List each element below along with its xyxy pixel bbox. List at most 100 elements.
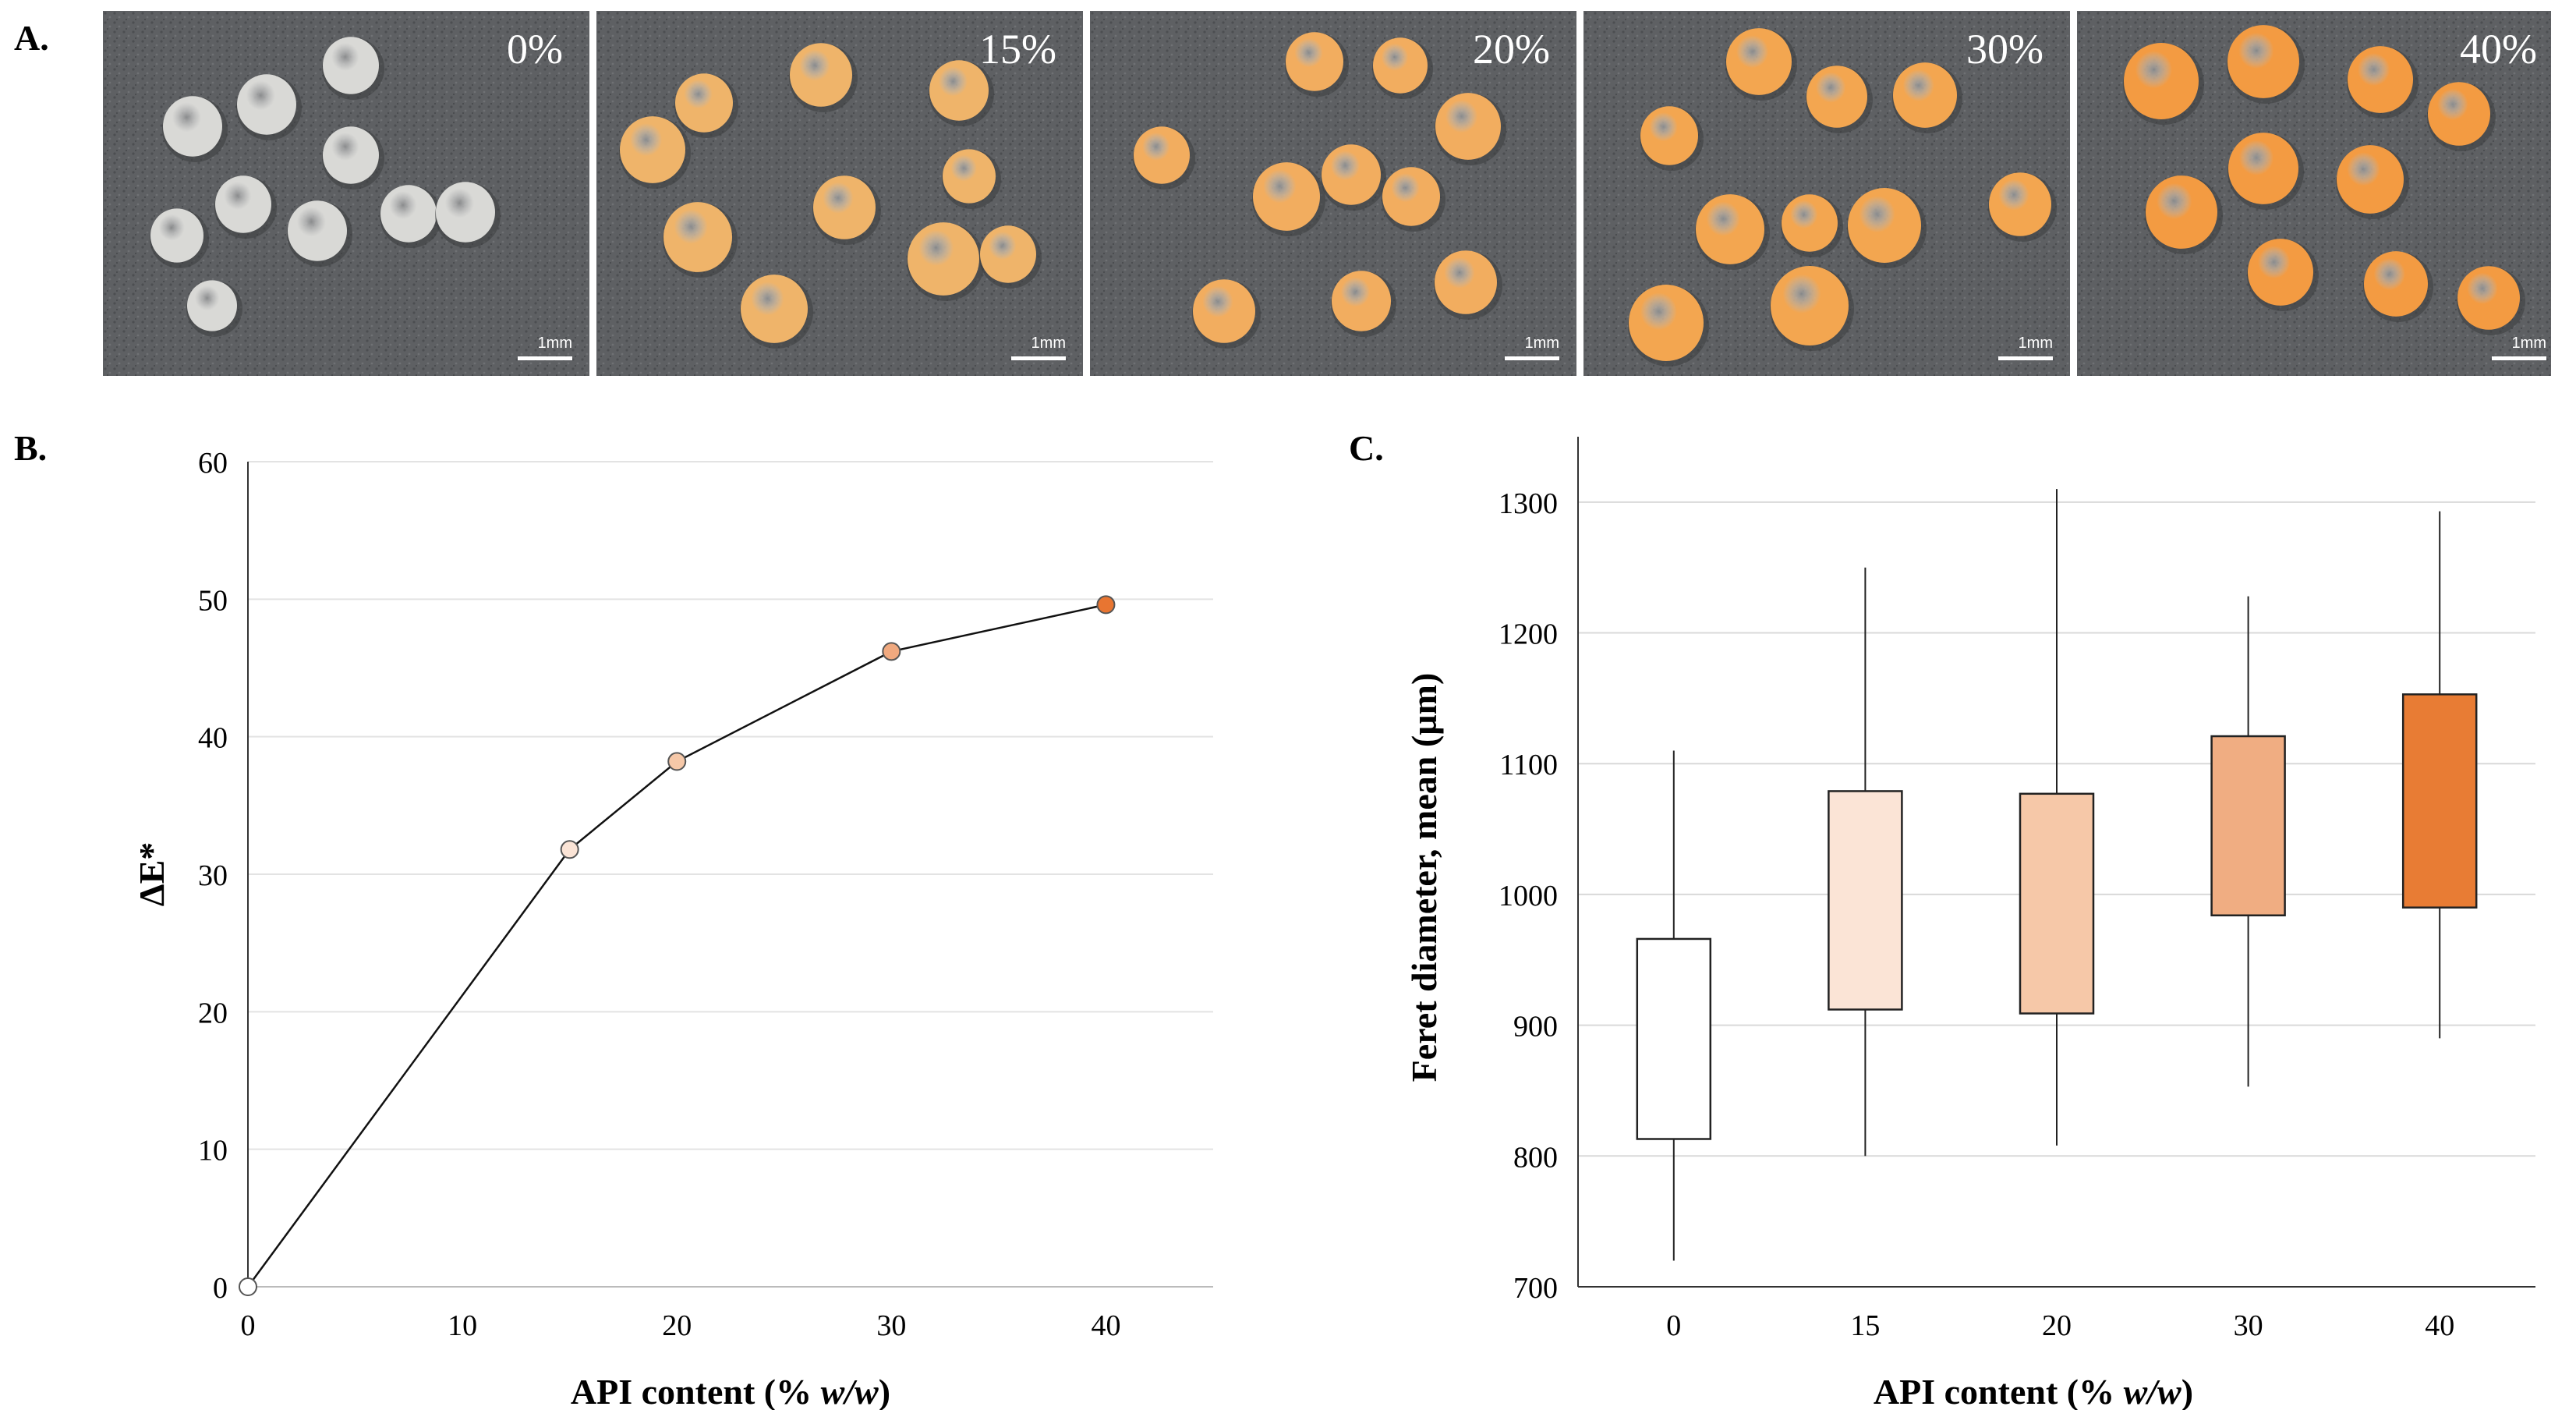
bead-0 [2124,43,2199,119]
point-15 [560,840,579,859]
photo-label-40: 40% [2460,26,2537,73]
x-tick-0: 0 [241,1309,256,1342]
bead-2 [1893,62,1957,128]
bead-0 [1726,28,1792,95]
photo-label-15: 15% [979,26,1056,73]
chart-b-gridlines [248,461,1213,1150]
photo-label-20: 20% [1473,26,1550,73]
box-30 [2210,596,2286,1087]
bead-5 [813,175,876,239]
panel-label-b: B. [14,428,48,468]
panel-label-a: A. [14,18,49,58]
bead-3 [620,116,685,183]
y-tick-10: 10 [198,1135,228,1167]
chart-b-y-label: ΔE* [132,842,172,907]
y-tick-50: 50 [198,584,228,617]
x-tick-15: 15 [1850,1309,1880,1342]
bead-7 [2248,239,2313,306]
x-tick-30: 30 [2234,1309,2263,1342]
bead-1 [1806,66,1867,128]
bead-4 [2228,133,2298,204]
x-tick-40: 40 [2425,1309,2454,1342]
scale-bar-15 [1011,356,1066,360]
y-tick-1100: 1100 [1499,749,1558,781]
bead-0 [675,73,733,133]
scale-bar-20 [1505,356,1559,360]
scale-text-30: 1mm [2018,335,2053,352]
bead-1 [790,43,852,107]
bead-3 [1640,106,1698,165]
chart-b-x-label: API content (% w/w) [571,1372,890,1410]
bead-2 [1435,93,1501,160]
bead-photo-40-image [2077,11,2551,376]
y-tick-700: 700 [1513,1272,1558,1305]
y-tick-60: 60 [198,447,228,480]
bead-1 [2227,25,2299,98]
bead-photo-40: 40% 1mm [2077,11,2564,376]
scale-text-20: 1mm [1524,335,1559,352]
x-tick-0: 0 [1666,1309,1681,1342]
chart-b-axes [247,462,1213,1288]
bead-3 [1134,126,1190,184]
box-rect-40 [2401,693,2478,909]
scale-text-40: 1mm [2511,335,2546,352]
box-15 [1828,567,1903,1157]
y-tick-20: 20 [198,997,228,1029]
box-rect-15 [1828,790,1903,1011]
bead-2 [929,60,989,121]
bead-8 [436,182,495,243]
point-40 [1096,595,1116,615]
bead-5 [1782,194,1838,252]
scale-text-15: 1mm [1031,335,1066,352]
y-tick-800: 800 [1513,1141,1558,1174]
bead-7 [1989,172,2051,236]
box-rect-0 [1636,937,1712,1140]
point-0 [239,1277,257,1296]
bead-0 [163,96,222,157]
bead-5 [150,208,203,263]
bead-photo-30-image [1583,11,2070,376]
point-20 [667,752,687,771]
scale-bar-40 [2492,356,2546,360]
x-tick-40: 40 [1091,1309,1120,1342]
bead-3 [323,126,379,184]
box-rect-20 [2019,792,2095,1015]
bead-8 [908,222,979,296]
x-tick-20: 20 [662,1309,692,1342]
chart-b-x-ticks: 0 10 20 30 40 [241,1309,1121,1342]
bead-2 [2348,46,2413,113]
bead-4 [1253,162,1320,231]
bead-0 [1286,32,1343,91]
bead-6 [1382,167,1440,226]
bead-8 [1332,271,1391,331]
bead-photo-20-image [1090,11,1576,376]
chart-b-points [239,595,1116,1296]
bead-5 [1322,144,1381,205]
chart-c-y-ticks: 700 800 900 1000 1100 1200 1300 [1499,487,1558,1305]
bead-9 [2457,266,2520,330]
bead-3 [2428,82,2490,146]
bead-6 [1848,188,1921,263]
box-20 [2019,489,2095,1146]
bead-photo-15: 15% 1mm [596,11,1083,376]
bead-photo-20: 20% 1mm [1090,11,1576,376]
feret-box-chart: 700 800 900 1000 1100 1200 1300 0 15 20 30 40 Fere… [1404,437,2535,1410]
scale-bar-0 [518,356,572,360]
bead-8 [2364,251,2428,317]
bead-9 [187,280,237,331]
photo-label-0: 0% [507,26,563,73]
bead-7 [741,275,808,343]
bead-8 [1629,285,1704,361]
bead-9 [980,225,1036,283]
photo-label-30: 30% [1966,26,2043,73]
bead-4 [1696,194,1764,264]
bead-7 [1193,279,1255,343]
y-tick-900: 900 [1513,1011,1558,1043]
y-tick-1300: 1300 [1499,487,1558,520]
y-tick-30: 30 [198,859,228,892]
chart-c-y-label: Feret diameter, mean (µm) [1404,673,1444,1082]
point-30 [882,642,901,661]
box-rect-30 [2210,735,2286,917]
chart-c-x-label: API content (% w/w) [1874,1372,2193,1410]
y-tick-40: 40 [198,722,228,755]
